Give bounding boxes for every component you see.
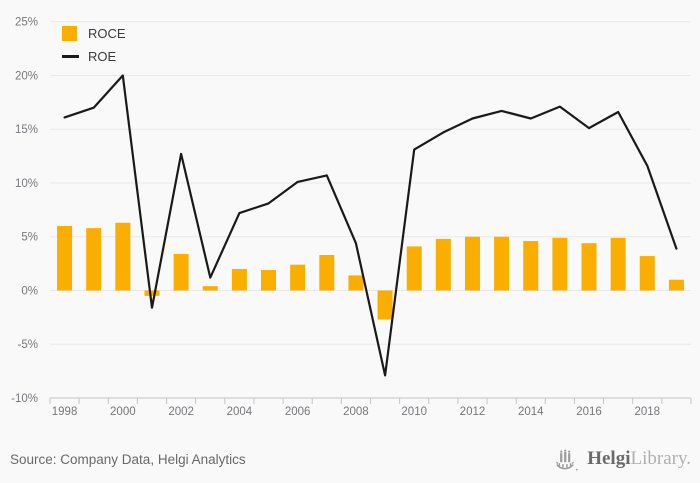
brand-wordmark: HelgiLibrary. <box>587 444 691 474</box>
y-tick-label-5: 5% <box>21 232 38 244</box>
y-tick-label-25: 25% <box>15 17 38 29</box>
ship-bar-chart-icon <box>555 449 578 470</box>
roce-bar-2005[interactable] <box>261 270 277 291</box>
roce-bar-2015[interactable] <box>552 237 568 291</box>
helgi-library-logo[interactable]: HelgiLibrary. <box>555 444 691 474</box>
x-tick-label-2018: 2018 <box>634 406 660 418</box>
combo-chart-plot: 25% 20% 15% 10% 5% 0% -5% -10% 1998 2000 2002 2004 2… <box>11 17 692 418</box>
y-tick-label-20: 20% <box>15 70 38 82</box>
x-tick-label-2000: 2000 <box>110 406 136 418</box>
roce-bar-2016[interactable] <box>581 243 597 291</box>
roce-bar-2010[interactable] <box>406 246 422 291</box>
y-tick-label-0: 0% <box>21 285 38 297</box>
legend-roe-label: ROE <box>88 49 117 64</box>
legend-roce-label: ROCE <box>88 26 126 41</box>
source-note: Source: Company Data, Helgi Analytics <box>10 452 246 467</box>
roce-bar-2018[interactable] <box>639 256 655 291</box>
roce-bar-2013[interactable] <box>494 236 510 291</box>
roce-bar-2019[interactable] <box>668 279 684 291</box>
brand-library: Library. <box>630 448 692 469</box>
x-tick-label-2002: 2002 <box>168 406 194 418</box>
x-tick-label-2012: 2012 <box>460 406 486 418</box>
roce-bar-1999[interactable] <box>86 228 102 291</box>
roce-bar-2017[interactable] <box>610 237 626 291</box>
roe-line[interactable] <box>63 74 678 377</box>
roce-bar-2004[interactable] <box>231 268 247 291</box>
roce-bar-2014[interactable] <box>523 241 539 291</box>
roce-bar-2000[interactable] <box>115 222 131 291</box>
y-tick-label-10: 10% <box>15 178 38 190</box>
roce-bar-2003[interactable] <box>202 286 218 291</box>
x-tick-label-2008: 2008 <box>343 406 369 418</box>
x-tick-label-2004: 2004 <box>227 406 253 418</box>
roce-bar-2002[interactable] <box>173 253 189 291</box>
y-tick-label-15: 15% <box>15 124 38 136</box>
roce-bar-2012[interactable] <box>464 236 480 291</box>
x-tick-label-2014: 2014 <box>518 406 544 418</box>
roce-bar-2011[interactable] <box>435 238 451 291</box>
legend-item-roe[interactable]: ROE <box>62 45 126 68</box>
x-tick-label-2016: 2016 <box>576 406 602 418</box>
y-tick-label--5: -5% <box>18 339 38 351</box>
x-tick-label-2010: 2010 <box>401 406 427 418</box>
roce-bar-1998[interactable] <box>57 225 73 291</box>
roce-bar-2007[interactable] <box>319 255 335 291</box>
y-tick-label--10: -10% <box>11 393 38 405</box>
x-tick-label-1998: 1998 <box>52 406 78 418</box>
roce-bar-2009[interactable] <box>377 290 393 320</box>
roce-bar-2006[interactable] <box>290 264 306 291</box>
chart-legend: ROCE ROE <box>62 22 126 68</box>
x-tick-label-2006: 2006 <box>285 406 311 418</box>
roce-bar-2008[interactable] <box>348 275 364 291</box>
brand-helgi: Helgi <box>587 448 631 469</box>
roce-swatch-icon <box>62 26 77 41</box>
roe-swatch-icon <box>62 55 79 58</box>
roce-bar-2001[interactable] <box>144 290 160 296</box>
legend-item-roce[interactable]: ROCE <box>62 22 126 45</box>
